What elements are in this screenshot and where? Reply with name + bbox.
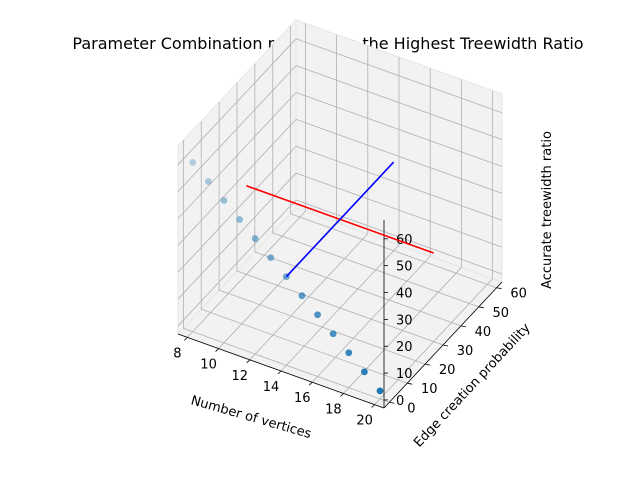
y-tick-mark (478, 306, 484, 309)
x-tick-label: 20 (356, 414, 373, 429)
data-marks (189, 159, 434, 395)
grid-lines (177, 23, 503, 405)
y-tick-label: 40 (475, 325, 492, 340)
x-tick-label: 8 (173, 346, 181, 361)
y-tick-mark (460, 325, 466, 328)
y-tick-label: 10 (421, 382, 438, 397)
grid-line-z-back (295, 38, 503, 114)
grid-line-z-back (295, 65, 503, 141)
z-tick-label: 0 (396, 394, 404, 409)
scatter-point (251, 235, 259, 242)
x-tick-mark (277, 370, 282, 375)
z-axis-label: Accurate treewidth ratio (540, 131, 555, 289)
scatter-point (298, 292, 306, 300)
y-tick-label: 30 (457, 344, 474, 359)
z-tick-label: 50 (396, 260, 413, 275)
grid-line-z-back (295, 199, 503, 275)
z-tick-label: 10 (396, 367, 413, 382)
scatter-point (267, 254, 275, 262)
grid-line-y-floor (201, 308, 408, 384)
scatter-point (329, 330, 337, 338)
y-tick-mark (407, 382, 413, 385)
x-tick-mark (308, 381, 313, 386)
y-tick-label: 0 (407, 401, 415, 416)
grid-line-z-left (177, 199, 297, 327)
scatter-point (360, 368, 368, 376)
x-tick-mark (246, 359, 251, 364)
x-tick-mark (340, 393, 344, 397)
grid-line-z-back (295, 172, 503, 248)
scatter-point (220, 197, 228, 204)
z-tick-label: 40 (396, 287, 413, 302)
grid-line-z-left (177, 145, 297, 273)
grid-line-y-floor (183, 327, 390, 403)
grid-line-y-floor (272, 232, 479, 308)
y-tick-mark (425, 363, 431, 366)
x-tick-label: 16 (294, 391, 311, 406)
grid-line-y-floor (236, 270, 444, 346)
scatter-point (314, 311, 321, 319)
scatter-point (345, 349, 353, 357)
z-tick-label: 20 (396, 340, 413, 355)
x-tick-label: 12 (232, 369, 249, 384)
x-tick-mark (371, 404, 375, 408)
x-tick-mark (184, 337, 188, 341)
y-tick-mark (389, 401, 395, 404)
scatter-point (376, 387, 384, 395)
grid-line-z-left (177, 119, 297, 246)
scatter-point (236, 216, 243, 223)
z-tick-label: 30 (396, 313, 413, 328)
grid-line-y-floor (254, 251, 462, 327)
grid-line-y-floor (218, 289, 426, 365)
scatter-point (204, 178, 212, 185)
y-tick-label: 20 (439, 363, 456, 378)
scatter-point (189, 159, 197, 166)
y-tick-label: 60 (510, 287, 527, 302)
grid-line-y-floor (290, 213, 497, 289)
y-tick-label: 50 (492, 306, 509, 321)
grid-line-z-back (295, 118, 503, 194)
grid-line-z-left (177, 38, 297, 166)
x-tick-label: 18 (325, 402, 342, 417)
grid-line-z-left (177, 172, 297, 300)
grid-line-z-back (295, 145, 503, 221)
grid-line-z-back (295, 92, 503, 167)
grid-line-z-left (177, 92, 297, 219)
blue-line (285, 161, 395, 278)
y-tick-mark (442, 344, 449, 347)
x-tick-label: 10 (200, 358, 217, 373)
x-tick-label: 14 (263, 380, 280, 395)
grid-line-z-left (177, 65, 297, 192)
x-tick-mark (215, 348, 219, 352)
y-tick-mark (496, 287, 502, 290)
